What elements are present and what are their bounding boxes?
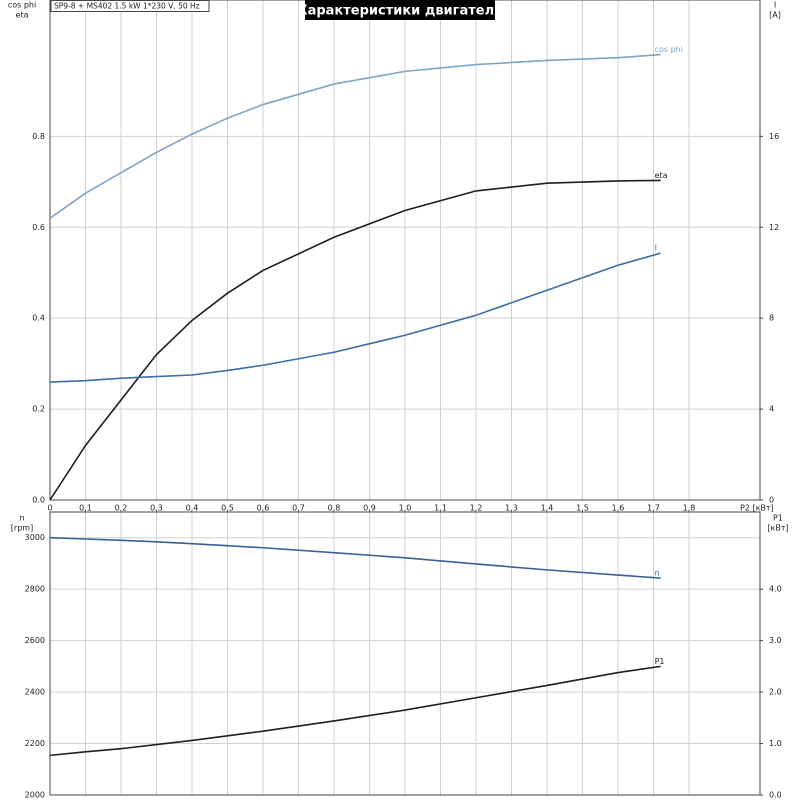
- x-tick-label: 0,1: [79, 504, 92, 513]
- x-axis-label: P2 [кВт]: [740, 504, 774, 513]
- y2-tick-label: 8: [769, 314, 774, 323]
- y2-axis-label: I: [774, 1, 776, 10]
- y2-tick-label: 4: [769, 405, 774, 414]
- y2-tick-label: 16: [769, 132, 779, 141]
- y-tick-label: 0.0: [32, 496, 45, 505]
- plot-frame: [49, 0, 761, 501]
- y-tick-label: 2600: [25, 636, 45, 645]
- x-tick-label: 0: [47, 504, 52, 513]
- series-line: [49, 665, 661, 757]
- series-line: [49, 53, 661, 219]
- series-line: [49, 536, 661, 579]
- y-tick-label: 2000: [25, 791, 45, 800]
- series-label: P1: [655, 657, 665, 666]
- x-tick-label: 0,4: [186, 504, 199, 513]
- y-tick-label: 0.8: [32, 132, 45, 141]
- y-tick-label: 2200: [25, 739, 45, 748]
- y2-tick-label: 12: [769, 223, 779, 232]
- x-tick-label: 0,2: [115, 504, 128, 513]
- series-line: [49, 179, 661, 501]
- y-tick-label: 2800: [25, 585, 45, 594]
- x-tick-label: 1,3: [505, 504, 518, 513]
- title-box: [305, 0, 495, 20]
- x-tick-label: 1,5: [576, 504, 589, 513]
- plot-frame: [49, 511, 761, 796]
- y-tick-label: 3000: [25, 533, 45, 542]
- y-axis-label: n: [19, 514, 24, 523]
- y-axis-label: [rpm]: [11, 524, 33, 533]
- x-tick-label: 0,9: [363, 504, 376, 513]
- x-tick-label: 1,6: [612, 504, 625, 513]
- x-tick-label: 0,3: [150, 504, 163, 513]
- y-tick-label: 0.4: [32, 314, 45, 323]
- x-tick-label: 1,8: [683, 504, 696, 513]
- y2-axis-label: P1: [773, 514, 783, 523]
- x-tick-label: 1,0: [399, 504, 412, 513]
- y2-axis-label: [A]: [769, 11, 781, 20]
- subtitle-box: [50, 0, 210, 12]
- subtitle: SP9-8 + MS402 1.5 kW 1*230 V, 50 Hz: [54, 2, 200, 11]
- series-label: cos phi: [655, 45, 683, 54]
- series-label: eta: [655, 171, 668, 180]
- y2-tick-label: 0: [769, 496, 774, 505]
- y-tick-label: 2400: [25, 688, 45, 697]
- y2-axis-label: [кВт]: [767, 524, 788, 533]
- y2-tick-label: 0.0: [769, 791, 782, 800]
- x-tick-label: 1,1: [434, 504, 447, 513]
- x-tick-label: 1,4: [541, 504, 554, 513]
- y-axis-label: cos phi: [8, 1, 36, 10]
- y2-tick-label: 2.0: [769, 688, 782, 697]
- y-tick-label: 0.6: [32, 223, 45, 232]
- x-tick-label: 0,5: [221, 504, 234, 513]
- series-label: n: [655, 569, 660, 578]
- y2-tick-label: 3.0: [769, 636, 782, 645]
- series-label: I: [655, 244, 657, 253]
- x-tick-label: 0,8: [328, 504, 341, 513]
- x-tick-label: 0,7: [292, 504, 305, 513]
- chart-title: Характеристики двигателя: [298, 4, 503, 19]
- y-axis-label: eta: [16, 11, 29, 20]
- x-tick-label: 0,6: [257, 504, 270, 513]
- series-line: [49, 252, 661, 383]
- x-tick-label: 1,7: [647, 504, 660, 513]
- y2-tick-label: 1.0: [769, 739, 782, 748]
- y-tick-label: 0.2: [32, 405, 45, 414]
- x-tick-label: 1,2: [470, 504, 483, 513]
- y2-tick-label: 4.0: [769, 585, 782, 594]
